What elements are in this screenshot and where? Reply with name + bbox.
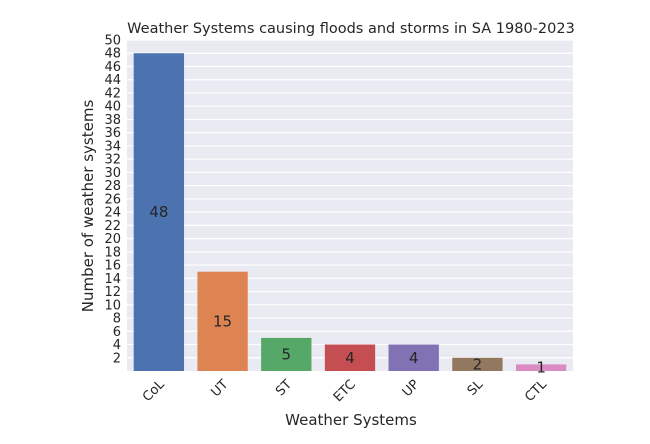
- y-tick-label: 34: [104, 139, 121, 154]
- y-tick-label: 50: [104, 34, 121, 49]
- y-tick-label: 30: [104, 166, 121, 181]
- x-tick-label: CTL: [522, 377, 550, 405]
- y-tick-label: 12: [104, 285, 121, 300]
- bar-ut: [197, 271, 248, 371]
- y-tick-label: 4: [113, 338, 121, 353]
- bar-up: [388, 344, 439, 371]
- chart-title: Weather Systems causing floods and storm…: [127, 21, 575, 37]
- bar-value-label: 4: [345, 349, 355, 367]
- y-tick-label: 42: [104, 86, 121, 101]
- y-tick-label: 16: [104, 259, 121, 274]
- x-tick-label: UP: [400, 377, 423, 400]
- data-labels: 48 15 5 4 4 2 1: [149, 203, 546, 377]
- y-tick-labels: 2468101214161820222426283032343638404244…: [104, 34, 121, 367]
- y-tick-label: 28: [104, 179, 121, 194]
- bar-value-label: 2: [473, 355, 483, 373]
- bar-value-label: 1: [536, 359, 546, 377]
- y-tick-label: 46: [104, 60, 121, 75]
- y-tick-label: 40: [104, 100, 121, 115]
- x-tick-label: SL: [465, 377, 487, 399]
- bar-value-label: 4: [409, 349, 419, 367]
- y-tick-label: 32: [104, 153, 121, 168]
- x-tick-label: ST: [273, 377, 295, 399]
- y-tick-label: 6: [113, 325, 121, 340]
- bar-value-label: 5: [282, 345, 292, 363]
- y-tick-label: 18: [104, 245, 121, 260]
- y-tick-label: 14: [104, 272, 121, 287]
- bar-value-label: 15: [213, 312, 232, 330]
- y-tick-label: 8: [113, 312, 121, 327]
- y-tick-label: 22: [104, 219, 121, 234]
- bar-sl: [452, 357, 503, 371]
- y-tick-label: 20: [104, 232, 121, 247]
- x-tick-label: ETC: [331, 377, 359, 405]
- x-tick-label: CoL: [140, 377, 168, 405]
- y-tick-label: 36: [104, 126, 121, 141]
- x-tick-labels: CoL UT ST ETC UP SL CTL: [140, 377, 551, 405]
- bar-value-label: 48: [149, 203, 168, 221]
- bars: [133, 53, 567, 372]
- bar-etc: [324, 344, 376, 371]
- y-axis-label: Number of weather systems: [79, 100, 97, 313]
- y-tick-label: 44: [104, 73, 121, 88]
- bar-st: [261, 337, 312, 371]
- x-axis-label: Weather Systems: [285, 411, 417, 429]
- bar-col: [133, 53, 185, 372]
- y-tick-label: 48: [104, 47, 121, 62]
- y-tick-label: 38: [104, 113, 121, 128]
- plot-area: [127, 40, 573, 371]
- y-tick-label: 2: [113, 351, 121, 366]
- bar-ctl: [515, 364, 567, 371]
- y-tick-label: 24: [104, 206, 121, 221]
- y-tick-label: 10: [104, 298, 121, 313]
- x-tick-label: UT: [208, 377, 231, 400]
- y-tick-label: 26: [104, 192, 121, 207]
